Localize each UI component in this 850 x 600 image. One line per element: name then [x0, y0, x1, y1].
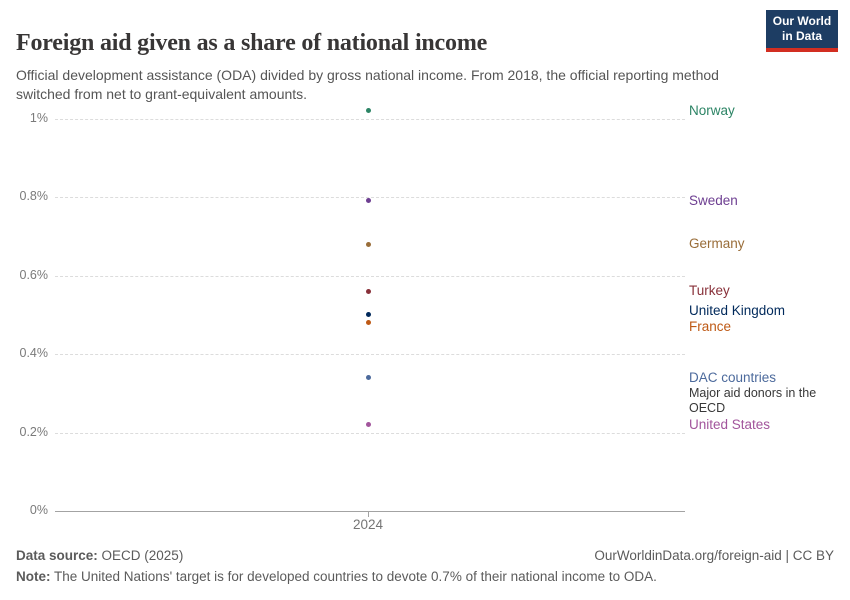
footer-note-value: The United Nations' target is for develo… — [50, 569, 657, 584]
x-axis-line — [55, 511, 685, 512]
entity-label-united-kingdom[interactable]: United Kingdom — [689, 302, 786, 318]
footer-credit-link[interactable]: OurWorldinData.org/foreign-aid | CC BY — [594, 548, 834, 563]
data-point-france[interactable] — [365, 320, 371, 326]
data-point-norway[interactable] — [365, 108, 371, 114]
owid-logo-line2: in Data — [781, 29, 822, 43]
entity-label-united-states[interactable]: United States — [689, 416, 771, 432]
gridline — [55, 275, 685, 277]
data-point-sweden[interactable] — [365, 198, 371, 204]
chart-subtitle: Official development assistance (ODA) di… — [16, 67, 719, 102]
footer-source-label: Data source: — [16, 548, 98, 563]
owid-logo[interactable]: Our World in Data — [766, 10, 838, 52]
y-axis-tick-label: 1% — [29, 110, 48, 125]
y-axis-tick-label: 0.6% — [19, 267, 49, 282]
data-point-germany[interactable] — [365, 241, 371, 247]
footer-note-line: Note: The United Nations' target is for … — [16, 569, 834, 584]
entity-label-dac-countries[interactable]: DAC countries — [689, 369, 777, 385]
chart-title: Foreign aid given as a share of national… — [16, 30, 488, 57]
data-point-dac-countries[interactable] — [365, 375, 371, 381]
entity-note: Major aid donors in the OECD — [689, 385, 817, 415]
entity-label-france[interactable]: France — [689, 318, 732, 334]
gridline — [55, 197, 685, 198]
footer-source-line: OurWorldinData.org/foreign-aid | CC BY D… — [16, 548, 834, 563]
y-axis-tick-label: 0.2% — [19, 424, 49, 439]
data-point-turkey[interactable] — [365, 288, 371, 294]
gridline — [55, 354, 685, 355]
gridline — [55, 432, 685, 434]
entity-label-germany[interactable]: Germany — [689, 236, 745, 252]
x-axis-label: 2024 — [352, 517, 384, 532]
entity-label-sweden[interactable]: Sweden — [689, 192, 738, 208]
y-axis-tick-label: 0.4% — [19, 346, 49, 360]
entity-label-norway[interactable]: Norway — [689, 102, 735, 118]
entity-label-turkey[interactable]: Turkey — [689, 283, 730, 299]
y-axis-tick-label: 0% — [29, 503, 48, 517]
data-point-united-states[interactable] — [365, 422, 371, 428]
y-axis-tick-label: 0.8% — [19, 189, 49, 203]
footer-source-value: OECD (2025) — [97, 548, 184, 563]
x-axis-tick — [368, 512, 369, 517]
owid-logo-line1: Our World — [772, 14, 832, 28]
gridline — [55, 118, 685, 120]
footer-note-label: Note: — [16, 569, 51, 584]
data-point-united-kingdom[interactable] — [365, 312, 371, 318]
